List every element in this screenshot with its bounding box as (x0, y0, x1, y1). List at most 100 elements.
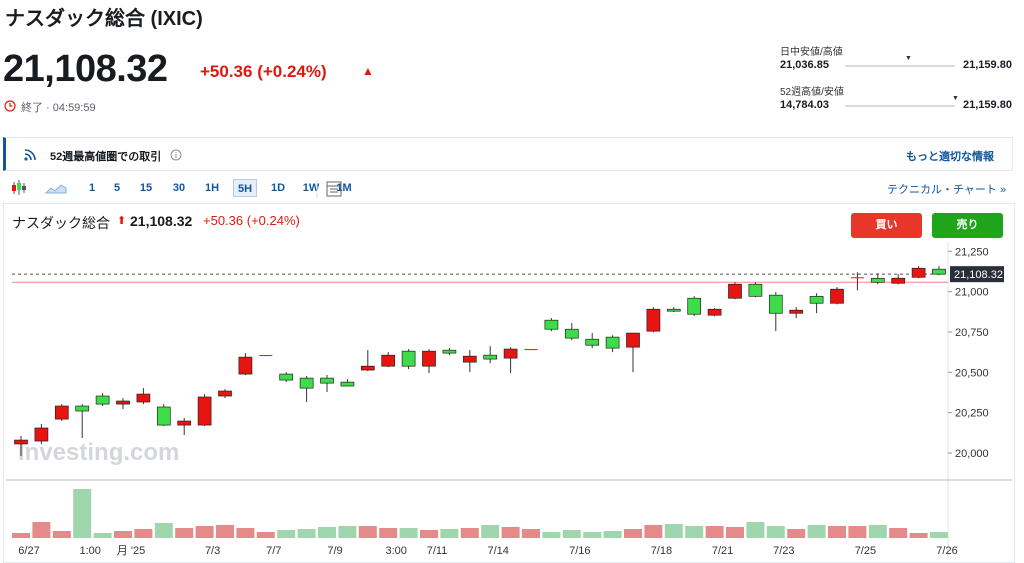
x-tick-label: 1:00 (79, 545, 100, 557)
feed-icon (24, 149, 36, 161)
banner-link[interactable]: もっと適切な情報 (906, 151, 994, 163)
candle-body (177, 420, 192, 426)
candle-body (870, 278, 885, 283)
y-tick-label: 20,500 (955, 367, 989, 379)
candle-body (483, 354, 498, 360)
candle-body (218, 390, 232, 397)
candle-body (809, 295, 824, 304)
x-tick-label: 7/16 (569, 545, 590, 557)
range-bar (845, 105, 955, 107)
volume-bar (583, 532, 602, 538)
volume-bar (460, 528, 479, 538)
candle-body (830, 288, 844, 304)
technical-link[interactable]: テクニカル・チャート » (887, 184, 1007, 196)
interval-button[interactable]: 5 (113, 182, 121, 194)
volume-bar (256, 532, 275, 538)
candle-body (116, 400, 130, 405)
x-tick-label: 6/27 (18, 545, 39, 557)
volume-bar (787, 529, 806, 538)
range-marker: ▼ (905, 55, 912, 62)
x-tick-label: 7/23 (773, 545, 794, 557)
chart-change: +50.36 (+0.24%) (203, 213, 300, 228)
candle-body (442, 349, 457, 354)
candle-body (360, 365, 375, 371)
volume-bar (705, 526, 724, 538)
x-tick-label: 7/3 (205, 545, 220, 557)
interval-button[interactable]: 1W (302, 182, 320, 194)
candle-body (95, 395, 110, 405)
watermark: Investing.com (18, 439, 179, 466)
volume-bar (134, 529, 153, 538)
y-tick-label: 21,000 (955, 287, 989, 299)
range-label: 52週高値/安値 (780, 87, 844, 98)
candle-body (687, 297, 702, 315)
volume-bar (746, 522, 765, 538)
volume-bar (420, 530, 438, 538)
y-tick-label: 21,250 (955, 246, 989, 258)
range-low: 21,036.85 (780, 59, 829, 71)
volume-bar (644, 525, 663, 538)
volume-bar (726, 527, 744, 538)
interval-button[interactable]: 30 (172, 182, 186, 194)
volume-bar (216, 525, 234, 538)
candle-body (503, 348, 518, 359)
candle-body (462, 355, 477, 363)
x-tick-label: 7/18 (651, 545, 672, 557)
interval-button[interactable]: 1 (88, 182, 96, 194)
info-icon (170, 149, 182, 161)
candle-body (768, 294, 783, 314)
volume-bar (828, 526, 846, 538)
interval-button[interactable]: 1M (336, 182, 352, 194)
chart-name: ナスダック総合 (12, 215, 110, 231)
volume-bar (766, 526, 785, 538)
volume-bar (175, 528, 194, 538)
interval-button[interactable]: 15 (139, 182, 153, 194)
range-label: 日中安値/高値 (780, 47, 843, 58)
interval-button[interactable]: 1H (204, 182, 220, 194)
volume-bar (379, 528, 398, 538)
candle-body (666, 308, 681, 312)
candle-body (401, 350, 416, 367)
volume-bar (399, 528, 418, 538)
candle-body (197, 396, 212, 426)
candle-body (646, 308, 661, 332)
volume-bar (318, 527, 336, 538)
x-tick-label: 7/7 (266, 545, 281, 557)
volume-bar (236, 528, 255, 538)
candle-body (891, 277, 906, 284)
volume-bar (93, 533, 112, 538)
range-marker: ▼ (952, 95, 959, 102)
volume-bar (501, 527, 520, 538)
x-tick-label: 7/14 (487, 545, 508, 557)
change: +50.36 (+0.24%) (200, 62, 327, 81)
candle-body (911, 267, 926, 278)
sell-button[interactable]: 売り (932, 213, 1003, 238)
range-low: 14,784.03 (780, 99, 829, 111)
candle-body (279, 373, 294, 381)
volume-bar (542, 532, 561, 538)
volume-bar (624, 529, 642, 538)
chart-price: 21,108.32 (130, 213, 193, 229)
range-bar (845, 65, 955, 67)
clock-icon (4, 100, 16, 112)
buy-button[interactable]: 買い (851, 213, 922, 238)
candle-body (564, 328, 579, 339)
candle-body (585, 338, 600, 346)
candle-body (789, 309, 804, 314)
up-arrow: ▲ (362, 64, 374, 78)
volume-bar (12, 533, 30, 538)
banner-text: 52週最高値圏での取引 (50, 151, 162, 163)
last-price-box (950, 266, 1004, 283)
status: 終了 · 04:59:59 (21, 102, 96, 114)
candle-body (340, 381, 355, 387)
interval-button[interactable]: 1D (270, 182, 286, 194)
last-price-label: 21,108.32 (954, 269, 1003, 281)
candle-body (14, 439, 28, 445)
interval-button[interactable]: 5H (233, 179, 257, 197)
x-tick-label: 月 '25 (117, 545, 145, 557)
banner (3, 137, 1013, 171)
candle-body (728, 283, 742, 299)
candle-body (605, 336, 620, 349)
volume-bar (807, 525, 826, 538)
